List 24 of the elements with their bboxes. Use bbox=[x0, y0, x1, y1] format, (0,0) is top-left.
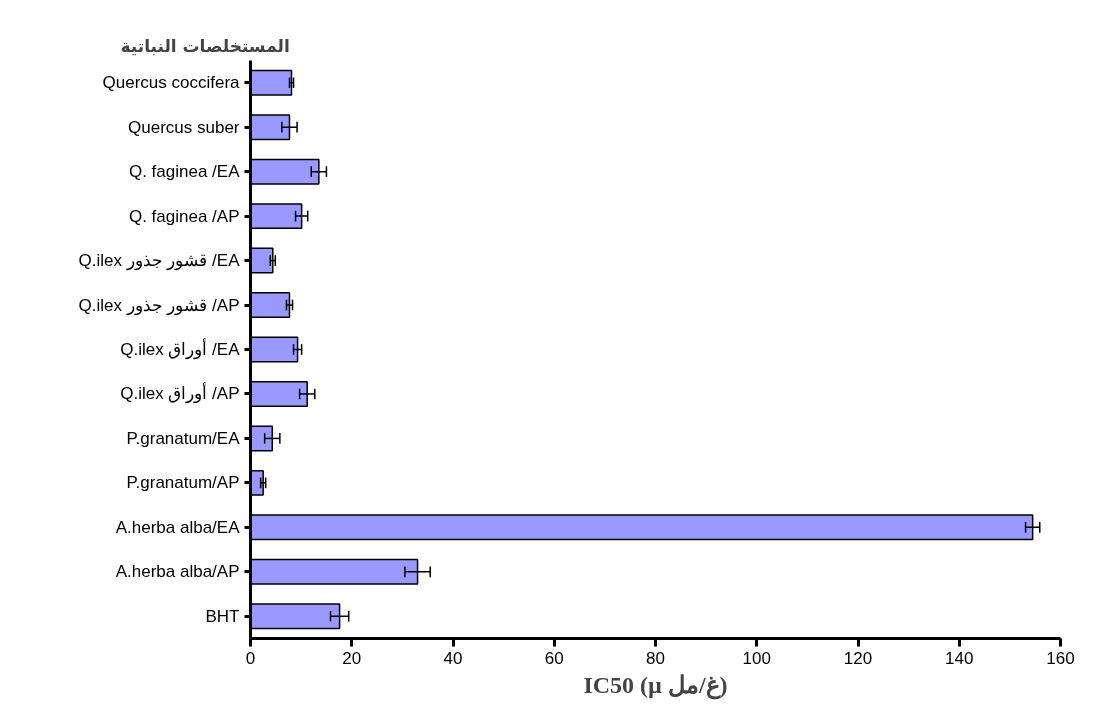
y-tick-label: Quercus suber bbox=[128, 117, 240, 137]
y-tick-label: A.herba alba/EA bbox=[115, 517, 241, 537]
x-tick-label: 40 bbox=[443, 648, 463, 668]
y-tick-label: Q.ilex أوراق /EA bbox=[120, 338, 241, 360]
x-tick-label: 120 bbox=[843, 648, 873, 668]
y-tick-label: Quercus coccifera bbox=[102, 73, 241, 93]
y-tick-label: A.herba alba/AP bbox=[115, 562, 240, 582]
x-axis-title: IC50 (µ غ/مل) bbox=[583, 671, 728, 700]
y-tick-label: P.granatum/EA bbox=[126, 428, 241, 448]
y-tick-label: Q.ilex أوراق /AP bbox=[120, 382, 240, 405]
y-axis-title: المستخلصات النباتية bbox=[120, 35, 290, 56]
y-tick-label: BHT bbox=[205, 606, 240, 626]
x-tick-label: 160 bbox=[1046, 648, 1075, 668]
x-tick-label: 20 bbox=[342, 648, 362, 668]
x-tick-label: 0 bbox=[245, 648, 256, 668]
x-tick-label: 80 bbox=[646, 648, 665, 668]
y-tick-label: Q.ilex قشور جذور /EA bbox=[78, 251, 241, 272]
y-tick-label: Q.ilex قشور جذور /AP bbox=[78, 295, 240, 316]
y-tick-label: Q. faginea /AP bbox=[128, 206, 240, 226]
x-tick-label: 100 bbox=[742, 648, 771, 668]
y-tick-label: P.granatum/AP bbox=[126, 473, 240, 493]
x-tick-label: 60 bbox=[544, 648, 564, 668]
x-tick-label: 140 bbox=[945, 648, 974, 668]
y-tick-label: Q. faginea /EA bbox=[128, 162, 241, 182]
